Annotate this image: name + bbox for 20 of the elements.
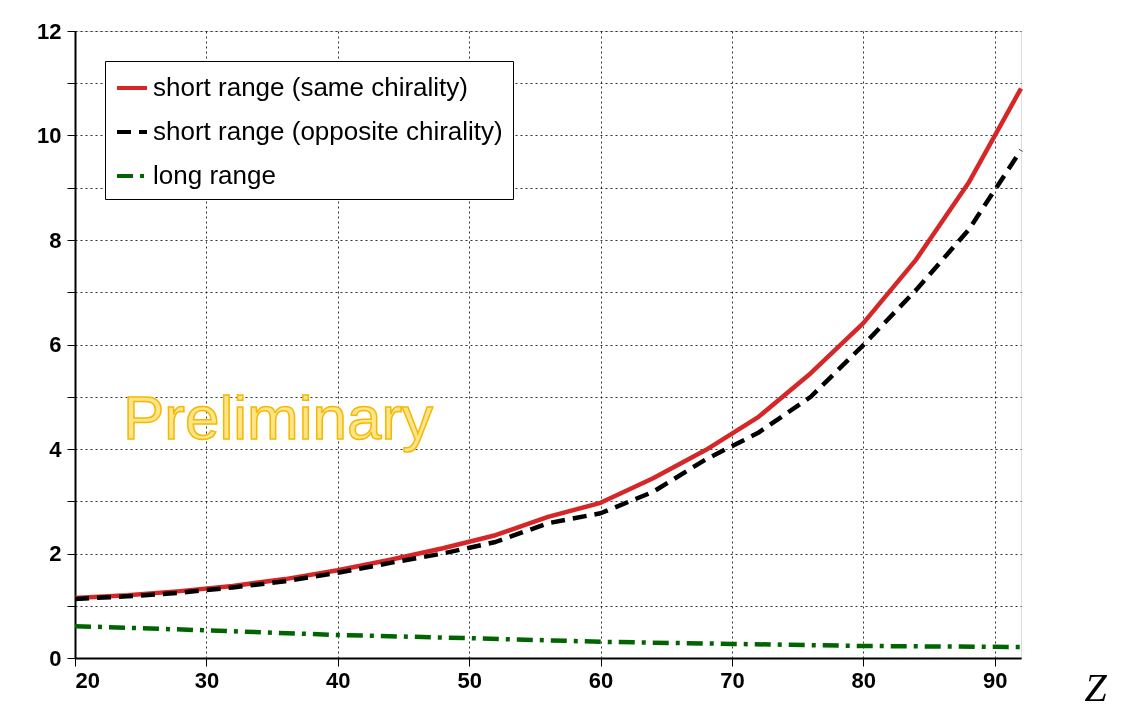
x-tick-label: 30 [194, 667, 220, 693]
x-tick-label: 70 [720, 667, 745, 693]
x-tick-label: 20 [75, 667, 100, 693]
y-tick-label: 8 [49, 227, 62, 253]
y-tick-label: 4 [49, 436, 63, 462]
y-tick-label: 6 [49, 332, 62, 357]
legend-label: long range [153, 160, 276, 190]
y-tick-label: 12 [37, 18, 62, 44]
legend-label: short range (same chirality) [153, 72, 468, 102]
x-tick-label: 80 [851, 667, 877, 693]
y-tick-label: 0 [49, 645, 62, 671]
y-tick-label: 2 [49, 541, 62, 566]
x-axis-title: Z [1084, 664, 1108, 710]
x-tick-label: 40 [326, 667, 351, 693]
x-tick-label: 50 [457, 667, 482, 693]
x-tick-label: 60 [588, 667, 614, 693]
annotation: Preliminary [123, 383, 434, 452]
legend-label: short range (opposite chirality) [153, 116, 503, 146]
y-tick-label: 10 [37, 123, 62, 148]
x-tick-label: 90 [982, 667, 1008, 693]
